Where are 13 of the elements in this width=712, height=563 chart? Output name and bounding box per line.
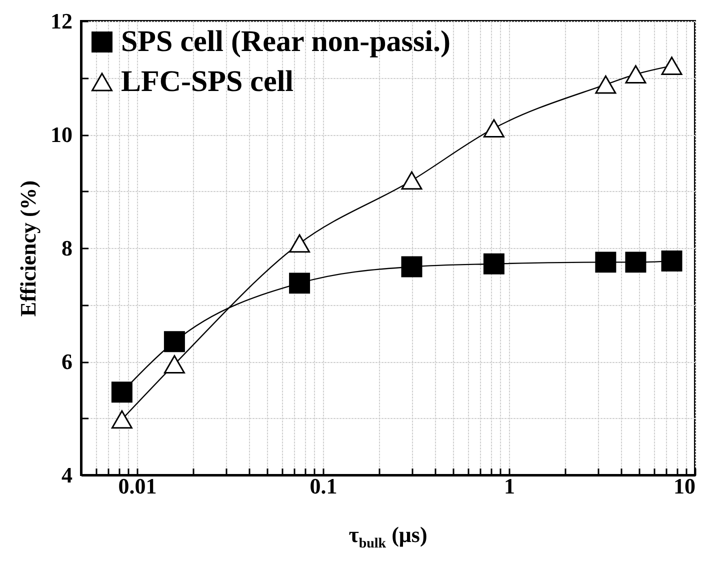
legend-label: SPS cell (Rear non-passi.) [121, 25, 450, 58]
y-tick-label: 6 [62, 349, 72, 374]
y-tick-label: 10 [50, 122, 72, 147]
y-tick-label: 8 [62, 236, 72, 260]
y-axis-title: Efficiency (%) [16, 180, 40, 317]
legend-label: LFC-SPS cell [121, 65, 294, 98]
x-tick-label: 1 [504, 474, 515, 498]
x-tick-label: 0.1 [310, 474, 338, 498]
y-tick-label: 12 [50, 8, 72, 34]
x-tick-label: 10 [674, 474, 696, 498]
x-axis-title: τ$_{bulk}$ (μs) [348, 522, 428, 552]
x-tick-label: 0.01 [118, 474, 157, 498]
y-tick-label: 4 [62, 462, 72, 488]
